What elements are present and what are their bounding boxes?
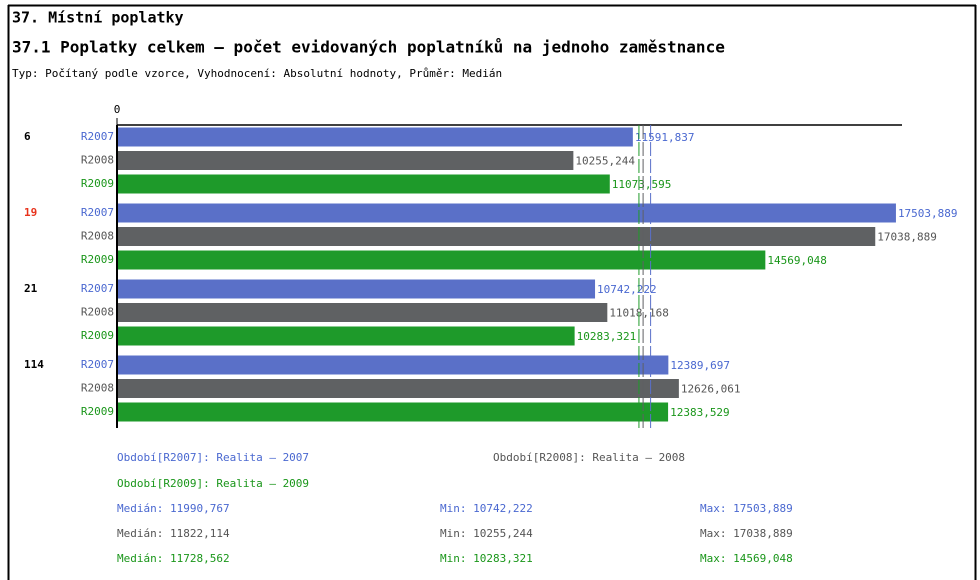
bar: [117, 127, 633, 147]
median-stat: Medián: 11990,767: [117, 502, 230, 515]
series-row-label: R2009: [81, 405, 114, 418]
series-row-label: R2008: [81, 306, 114, 319]
series-row-label: R2009: [81, 329, 114, 342]
bar: [117, 303, 608, 322]
bar: [117, 279, 596, 299]
max-stat: Max: 14569,048: [700, 552, 793, 565]
median-stat: Medián: 11728,562: [117, 552, 230, 565]
series-row-label: R2008: [81, 382, 114, 395]
max-stat: Max: 17503,889: [700, 502, 793, 515]
category-label: 6: [24, 130, 31, 143]
legend-entry: Období[R2009]: Realita – 2009: [117, 477, 309, 490]
value-label: 17503,889: [898, 207, 958, 220]
value-label: 10742,222: [597, 283, 657, 296]
series-row-label: R2009: [81, 253, 114, 266]
bar: [117, 203, 896, 223]
series-row-label: R2007: [81, 206, 114, 219]
series-row-label: R2007: [81, 358, 114, 371]
x-tick-label: 0: [114, 103, 121, 116]
value-label: 12389,697: [670, 359, 730, 372]
series-row-label: R2008: [81, 154, 114, 167]
series-row-label: R2008: [81, 230, 114, 243]
value-label: 12626,061: [681, 383, 741, 396]
value-label: 10255,244: [575, 155, 635, 168]
bar: [117, 379, 679, 398]
value-label: 14569,048: [767, 254, 827, 267]
bar: [117, 151, 574, 170]
value-label: 10283,321: [577, 330, 637, 343]
value-label: 17038,889: [877, 231, 937, 244]
max-stat: Max: 17038,889: [700, 527, 793, 540]
value-label: 11591,837: [635, 131, 695, 144]
series-row-label: R2009: [81, 177, 114, 190]
series-row-label: R2007: [81, 130, 114, 143]
bar: [117, 227, 876, 246]
value-label: 12383,529: [670, 406, 730, 419]
min-stat: Min: 10742,222: [440, 502, 533, 515]
median-stat: Medián: 11822,114: [117, 527, 230, 540]
bar: [117, 174, 610, 194]
min-stat: Min: 10255,244: [440, 527, 533, 540]
bar: [117, 402, 669, 422]
category-label: 114: [24, 358, 44, 371]
category-label: 21: [24, 282, 38, 295]
bar: [117, 250, 766, 270]
legend-entry: Období[R2007]: Realita – 2007: [117, 451, 309, 464]
series-row-label: R2007: [81, 282, 114, 295]
legend-entry: Období[R2008]: Realita – 2008: [493, 451, 685, 464]
category-label: 19: [24, 206, 37, 219]
bar: [117, 326, 575, 346]
min-stat: Min: 10283,321: [440, 552, 533, 565]
chart-title: 37. Místní poplatky: [12, 9, 184, 27]
chart-note: Typ: Počítaný podle vzorce, Vyhodnocení:…: [12, 67, 502, 80]
chart-subtitle: 37.1 Poplatky celkem – počet evidovaných…: [12, 38, 725, 57]
bar: [117, 355, 669, 375]
value-label: 11073,595: [612, 178, 672, 191]
